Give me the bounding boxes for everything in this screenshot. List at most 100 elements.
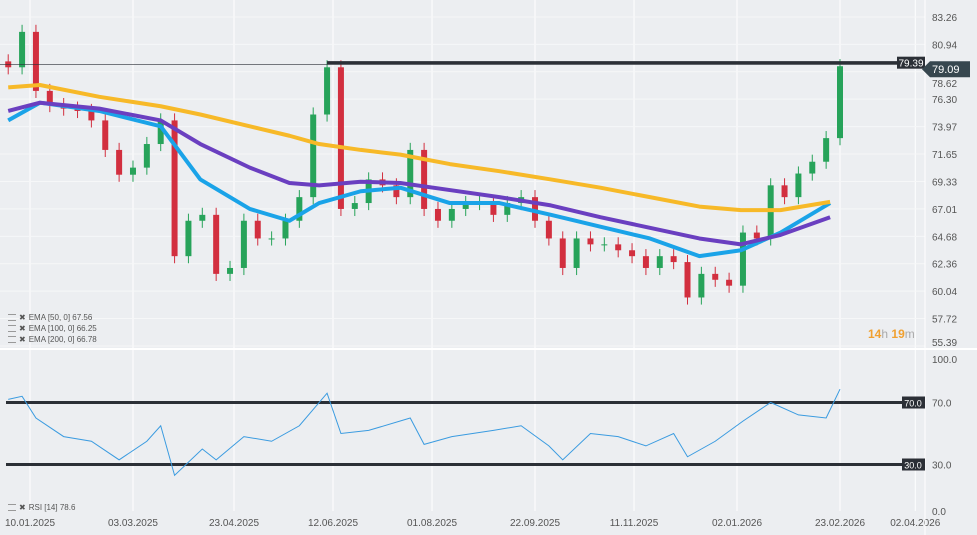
candle-body — [739, 232, 746, 286]
candle-body — [670, 256, 677, 263]
candle-body — [573, 238, 580, 268]
candle-body — [240, 220, 247, 268]
candle-body — [559, 238, 566, 268]
rsi-level-label: 70.0 — [904, 399, 922, 409]
candle-body — [809, 161, 816, 174]
rsi-line — [8, 388, 841, 477]
candle-body — [102, 120, 109, 150]
y-tick-label: 78.62 — [932, 79, 957, 90]
x-tick-label: 12.06.2025 — [308, 518, 358, 529]
x-tick-label: 01.08.2025 — [407, 518, 457, 529]
candle-body — [129, 167, 136, 175]
menu-icon[interactable] — [8, 336, 16, 343]
candle-body — [448, 208, 455, 221]
rsi-tick-label: 30.0 — [932, 461, 952, 472]
y-tick-label: 60.04 — [932, 287, 957, 298]
ema-line-0 — [7, 100, 832, 259]
candle-body — [213, 214, 220, 274]
y-tick-label: 64.68 — [932, 232, 957, 243]
candle-body — [795, 173, 802, 198]
candle-body — [393, 185, 400, 198]
legend-ema50[interactable]: ✖ EMA [50, 0] 67.56 — [8, 313, 92, 322]
candle-body — [143, 144, 150, 168]
ema-line-1 — [7, 100, 831, 247]
x-tick-label: 23.02.2026 — [815, 518, 865, 529]
candle-body — [46, 90, 53, 106]
candle-body — [199, 214, 206, 221]
menu-icon[interactable] — [8, 314, 16, 321]
candle-body — [823, 138, 830, 162]
y-tick-label: 76.30 — [932, 95, 957, 106]
last-price-label: 79.09 — [932, 64, 960, 76]
candle-body — [185, 220, 192, 257]
candle-body — [421, 149, 428, 209]
candle-countdown: 14h 19m — [868, 327, 915, 341]
candle-body — [587, 238, 594, 245]
y-tick-label: 67.01 — [932, 205, 957, 216]
x-tick-label: 10.01.2025 — [5, 518, 55, 529]
y-tick-label: 57.72 — [932, 314, 957, 325]
rsi-tick-label: 0.0 — [932, 507, 946, 518]
candle-body — [296, 197, 303, 221]
resistance-label-bg — [897, 56, 925, 69]
y-tick-label: 69.33 — [932, 177, 957, 188]
candle-body — [351, 203, 358, 209]
close-icon[interactable]: ✖ — [19, 324, 26, 333]
y-tick-label: 55.39 — [932, 338, 957, 349]
candle-body — [19, 31, 26, 68]
ema-line-2 — [8, 82, 831, 213]
close-icon[interactable]: ✖ — [19, 313, 26, 322]
candle-body — [615, 244, 622, 251]
candle-body — [726, 279, 733, 286]
candle-body — [629, 250, 636, 257]
candle-body — [254, 220, 261, 239]
candle-body — [601, 244, 608, 246]
candle-body — [88, 110, 95, 121]
candle-body — [282, 220, 289, 239]
candle-body — [227, 267, 234, 274]
candle-body — [157, 120, 164, 145]
candle-body — [434, 208, 441, 221]
x-tick-label: 23.04.2025 — [209, 518, 259, 529]
x-tick-label: 02.01.2026 — [712, 518, 762, 529]
candle-body — [781, 185, 788, 198]
legend-ema200[interactable]: ✖ EMA [200, 0] 66.78 — [8, 335, 97, 344]
candle-body — [462, 203, 469, 209]
candle-body — [171, 120, 178, 257]
close-icon[interactable]: ✖ — [19, 503, 26, 512]
candle-body — [642, 256, 649, 268]
menu-icon[interactable] — [8, 504, 16, 511]
x-tick-label: 11.11.2025 — [610, 518, 659, 529]
y-tick-label: 73.97 — [932, 123, 957, 134]
candle-body — [490, 203, 497, 215]
rsi-level-label: 30.0 — [904, 461, 922, 471]
close-icon[interactable]: ✖ — [19, 335, 26, 344]
x-tick-label: 02.04.2026 — [890, 518, 940, 529]
legend-ema100[interactable]: ✖ EMA [100, 0] 66.25 — [8, 324, 97, 333]
y-tick-label: 80.94 — [932, 40, 957, 51]
candle-body — [324, 67, 331, 115]
candle-body — [753, 232, 760, 239]
y-tick-label: 71.65 — [932, 150, 957, 161]
candle-body — [656, 256, 663, 268]
candle-body — [712, 273, 719, 280]
y-tick-label: 83.26 — [932, 13, 957, 24]
candle-body — [545, 220, 552, 239]
candle-body — [116, 149, 123, 175]
resistance-label: 79.39 — [898, 59, 923, 70]
x-tick-label: 03.03.2025 — [108, 518, 158, 529]
rsi-level-label-bg — [902, 396, 925, 409]
y-tick-label: 62.36 — [932, 260, 957, 271]
legend-rsi[interactable]: ✖ RSI [14] 78.6 — [8, 503, 75, 512]
candle-body — [407, 149, 414, 198]
candle-body — [698, 273, 705, 298]
menu-icon[interactable] — [8, 325, 16, 332]
candle-body — [310, 114, 317, 198]
candle-body — [337, 67, 344, 209]
rsi-level-label-bg — [902, 458, 925, 471]
rsi-tick-label: 100.0 — [932, 355, 957, 366]
last-price-label-bg — [922, 61, 970, 78]
candle-body — [532, 197, 539, 221]
candle-body — [504, 203, 511, 215]
